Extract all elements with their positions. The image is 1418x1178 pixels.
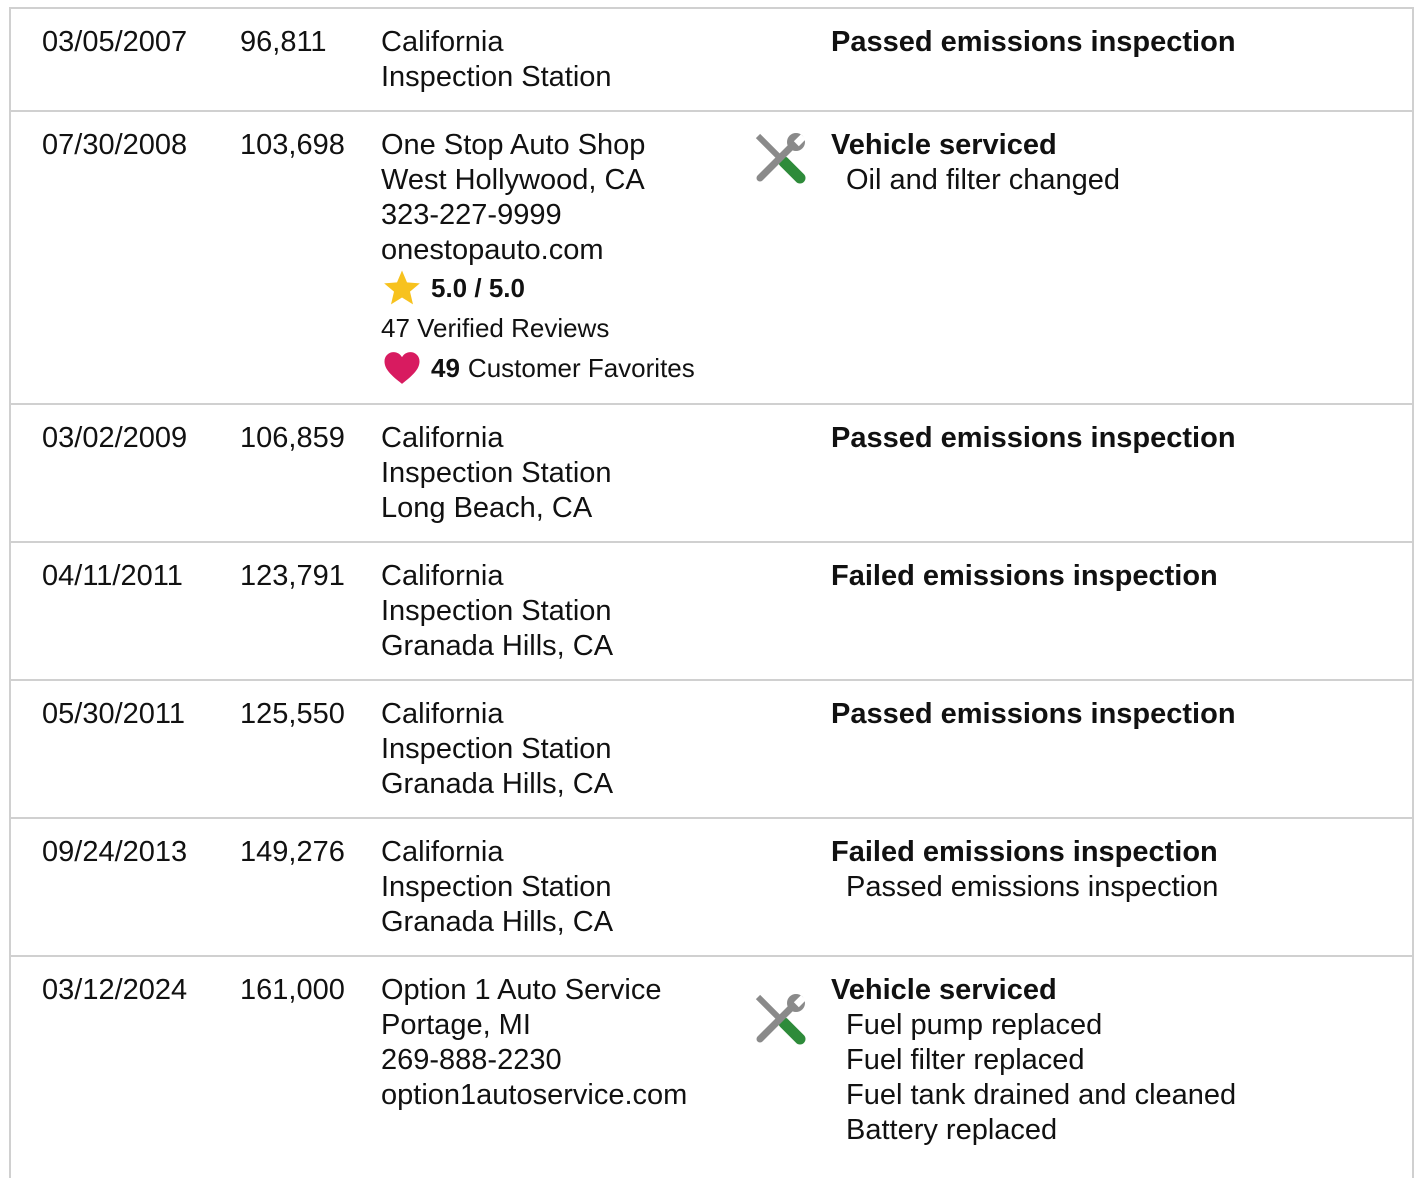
- source-line: One Stop Auto Shop: [381, 129, 646, 161]
- source-line: 323-227-9999: [381, 199, 562, 231]
- history-table: 03/05/2007 96,811 California Inspection Sta…: [9, 7, 1414, 1178]
- comments: Vehicle serviced Oil and filter changed: [831, 128, 1120, 198]
- comment-title: Vehicle serviced: [831, 974, 1057, 1006]
- source-line: California: [381, 836, 504, 868]
- source-line: Granada Hills, CA: [381, 906, 614, 938]
- favorites-count: 49: [431, 353, 460, 383]
- rating: 5.0 / 5.0: [381, 268, 1412, 308]
- mileage: 125,550: [240, 698, 345, 730]
- comment-detail: Battery replaced: [846, 1114, 1058, 1146]
- source-line: option1autoservice.com: [381, 1079, 688, 1111]
- mileage: 96,811: [240, 26, 327, 58]
- comment-title: Failed emissions inspection: [831, 560, 1218, 592]
- history-row: 04/11/2011 123,791 California Inspection St…: [11, 543, 1412, 681]
- source-line: Inspection Station: [381, 733, 612, 765]
- comment-title: Vehicle serviced: [831, 129, 1057, 161]
- comment-detail: Oil and filter changed: [846, 164, 1121, 196]
- source-line: California: [381, 26, 504, 58]
- favorites: 49 Customer Favorites: [381, 348, 1412, 388]
- comment-detail: Fuel pump replaced: [846, 1009, 1103, 1041]
- favorites-label: Customer Favorites: [467, 353, 695, 383]
- source-line: Portage, MI: [381, 1009, 531, 1041]
- source-line: West Hollywood, CA: [381, 164, 645, 196]
- star-icon: [384, 270, 420, 305]
- source-line: Long Beach, CA: [381, 492, 593, 524]
- source-line: California: [381, 698, 504, 730]
- source-line: Inspection Station: [381, 595, 612, 627]
- date: 04/11/2011: [42, 560, 183, 592]
- comment-detail: Passed emissions inspection: [846, 871, 1219, 903]
- source: California Inspection Station Granada Hill…: [381, 835, 1412, 940]
- date: 03/12/2024: [42, 974, 188, 1006]
- source-line: California: [381, 422, 504, 454]
- source-line: Option 1 Auto Service: [381, 974, 662, 1006]
- source-line: onestopauto.com: [381, 234, 604, 266]
- source-line: Inspection Station: [381, 457, 612, 489]
- source-line: Granada Hills, CA: [381, 630, 614, 662]
- mileage: 106,859: [240, 422, 345, 454]
- comment-title: Passed emissions inspection: [831, 422, 1236, 454]
- source-line: Granada Hills, CA: [381, 768, 614, 800]
- history-row: 03/12/2024 161,000 Option 1 Auto Service Po…: [11, 957, 1412, 1163]
- source: Option 1 Auto Service Portage, MI 269-888-…: [381, 973, 1412, 1148]
- service-icon: [755, 133, 806, 184]
- source-line: Inspection Station: [381, 61, 612, 93]
- comments: Failed emissions inspection: [831, 559, 1218, 594]
- source: California Inspection Station Long Beach, …: [381, 421, 1412, 526]
- source-line: Inspection Station: [381, 871, 612, 903]
- source-line: California: [381, 560, 504, 592]
- reviews: 47 Verified Reviews: [381, 313, 610, 343]
- date: 03/05/2007: [42, 26, 188, 58]
- comment-title: Failed emissions inspection: [831, 836, 1218, 868]
- comment-title: Passed emissions inspection: [831, 698, 1236, 730]
- comment-detail: Fuel filter replaced: [846, 1044, 1085, 1076]
- comments: Passed emissions inspection: [831, 421, 1236, 456]
- source: One Stop Auto Shop West Hollywood, CA 323-…: [381, 128, 1412, 388]
- heart-icon: [384, 352, 420, 384]
- mileage: 103,698: [240, 129, 345, 161]
- source: California Inspection Station: [381, 25, 1412, 95]
- comment-detail: Fuel tank drained and cleaned: [846, 1079, 1237, 1111]
- rating-value: 5.0 / 5.0: [431, 273, 525, 303]
- source-line: 269-888-2230: [381, 1044, 562, 1076]
- history-row: 05/30/2011 125,550 California Inspection St…: [11, 681, 1412, 819]
- history-row: 07/30/2008 103,698 One Stop Auto Shop West …: [11, 112, 1412, 405]
- comment-title: Passed emissions inspection: [831, 26, 1236, 58]
- source: California Inspection Station Granada Hill…: [381, 559, 1412, 664]
- comments: Failed emissions inspection Passed emissi…: [831, 835, 1218, 905]
- service-icon: [755, 994, 806, 1045]
- history-row: 03/02/2009 106,859 California Inspection St…: [11, 405, 1412, 543]
- date: 07/30/2008: [42, 129, 188, 161]
- date: 09/24/2013: [42, 836, 188, 868]
- mileage: 161,000: [240, 974, 345, 1006]
- date: 03/02/2009: [42, 422, 188, 454]
- history-row: 03/05/2007 96,811 California Inspection Sta…: [11, 9, 1412, 112]
- comments: Vehicle serviced Fuel pump replaced Fuel f…: [831, 973, 1236, 1148]
- comments: Passed emissions inspection: [831, 25, 1236, 60]
- history-row: 09/24/2013 149,276 California Inspection St…: [11, 819, 1412, 957]
- mileage: 123,791: [240, 560, 345, 592]
- mileage: 149,276: [240, 836, 345, 868]
- source: California Inspection Station Granada Hill…: [381, 697, 1412, 802]
- date: 05/30/2011: [42, 698, 185, 730]
- comments: Passed emissions inspection: [831, 697, 1236, 732]
